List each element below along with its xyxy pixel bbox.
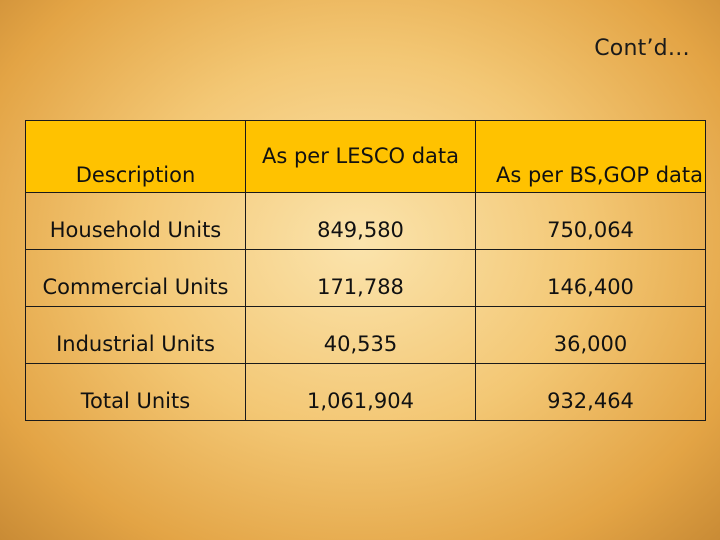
header-lesco: As per LESCO data [245, 120, 476, 193]
table-row: Commercial Units 171,788 146,400 [25, 249, 706, 307]
cell-gop: 932,464 [475, 363, 706, 421]
cell-lesco: 171,788 [245, 249, 476, 307]
cell-lesco: 40,535 [245, 306, 476, 364]
row-label: Total Units [25, 363, 246, 421]
cell-gop: 146,400 [475, 249, 706, 307]
data-table: Description As per LESCO data As per BS,… [25, 120, 706, 421]
row-label: Household Units [25, 192, 246, 250]
table-header-row: Description As per LESCO data As per BS,… [25, 120, 706, 193]
cell-lesco: 849,580 [245, 192, 476, 250]
table-row: Industrial Units 40,535 36,000 [25, 306, 706, 364]
row-label: Commercial Units [25, 249, 246, 307]
cell-lesco: 1,061,904 [245, 363, 476, 421]
slide-title: Cont’d… [594, 36, 690, 61]
row-label: Industrial Units [25, 306, 246, 364]
header-description: Description [25, 120, 246, 193]
table-row: Total Units 1,061,904 932,464 [25, 363, 706, 421]
cell-gop: 750,064 [475, 192, 706, 250]
header-gop: As per BS,GOP data [475, 120, 706, 193]
table-row: Household Units 849,580 750,064 [25, 192, 706, 250]
cell-gop: 36,000 [475, 306, 706, 364]
